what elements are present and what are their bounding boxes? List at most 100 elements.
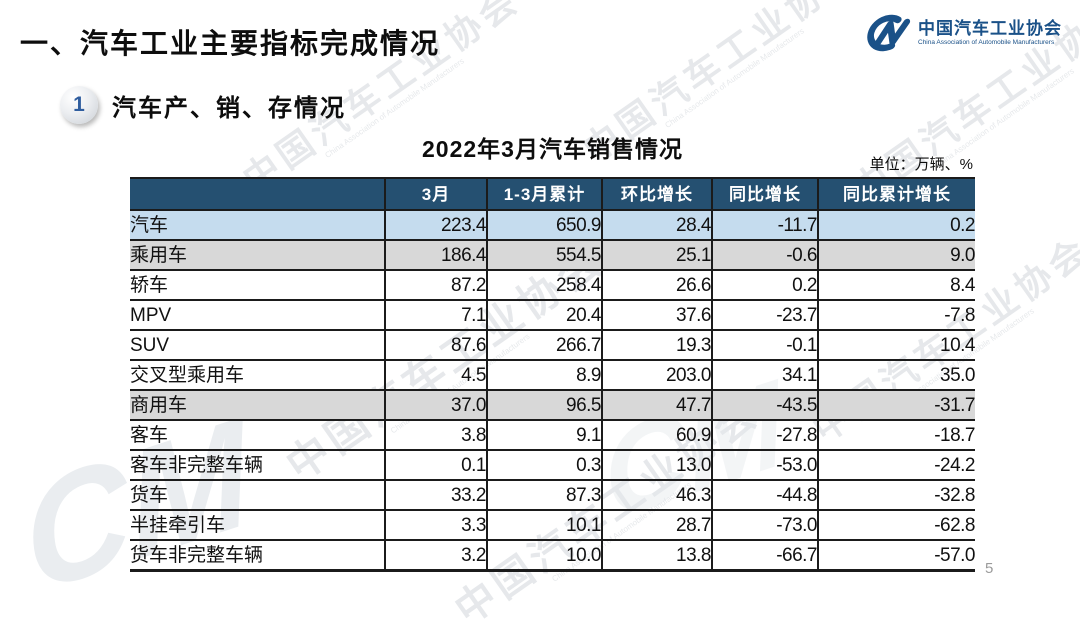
table-header-row: 3月 1-3月累计 环比增长 同比增长 同比累计增长 [130,177,975,211]
cell-value: -18.7 [817,419,975,451]
cell-value: 47.7 [601,389,712,421]
logo-name-en: China Association of Automobile Manufact… [918,39,1055,47]
cell-value: 10.1 [486,509,602,541]
cell-value: 60.9 [601,419,712,451]
cell-value: -44.8 [711,479,818,511]
table-row: 商用车 37.0 96.5 47.7 -43.5 -31.7 [130,389,975,421]
cell-value: 87.3 [486,479,602,511]
table-row: 轿车 87.2 258.4 26.6 0.2 8.4 [130,269,975,301]
cell-value: 0.2 [711,269,818,301]
row-label: 客车 [130,419,385,451]
cell-value: -31.7 [817,389,975,421]
cell-value: -62.8 [817,509,975,541]
row-label: 乘用车 [130,239,385,271]
cell-value: -53.0 [711,449,818,481]
cell-value: 20.4 [486,299,602,331]
cell-value: -0.1 [711,329,818,361]
caam-logo-text: 中国汽车工业协会 China Association of Automobile… [918,19,1062,46]
column-header: 同比累计增长 [817,177,975,211]
cell-value: 0.1 [384,449,487,481]
cell-value: -66.7 [711,539,818,572]
row-label: 轿车 [130,269,385,301]
row-label: 半挂牵引车 [130,509,385,541]
row-label: 客车非完整车辆 [130,449,385,481]
caam-logo-icon [867,14,911,52]
cell-value: -7.8 [817,299,975,331]
cell-value: 9.0 [817,239,975,271]
cell-value: 33.2 [384,479,487,511]
cell-value: 3.3 [384,509,487,541]
cell-value: -0.6 [711,239,818,271]
column-header [130,177,385,211]
table-row: 汽车 223.4 650.9 28.4 -11.7 0.2 [130,209,975,241]
cell-value: -11.7 [711,209,818,241]
table-row: 客车 3.8 9.1 60.9 -27.8 -18.7 [130,419,975,451]
cell-value: 13.8 [601,539,712,572]
column-header: 3月 [384,177,487,211]
cell-value: 28.4 [601,209,712,241]
cell-value: -73.0 [711,509,818,541]
table-title: 2022年3月汽车销售情况 [422,136,683,162]
cell-value: 87.2 [384,269,487,301]
sales-table: 3月 1-3月累计 环比增长 同比增长 同比累计增长 汽车 223.4 650.… [130,177,975,572]
row-label: 货车 [130,479,385,511]
logo-name-cn: 中国汽车工业协会 [918,19,1062,39]
cell-value: 37.6 [601,299,712,331]
cell-value: 35.0 [817,359,975,391]
cell-value: 186.4 [384,239,487,271]
cell-value: -23.7 [711,299,818,331]
cell-value: 19.3 [601,329,712,361]
cell-value: 203.0 [601,359,712,391]
cell-value: 8.4 [817,269,975,301]
cell-value: 10.0 [486,539,602,572]
table-row: MPV 7.1 20.4 37.6 -23.7 -7.8 [130,299,975,331]
cell-value: 26.6 [601,269,712,301]
cell-value: 7.1 [384,299,487,331]
table-row: 乘用车 186.4 554.5 25.1 -0.6 9.0 [130,239,975,271]
cell-value: 4.5 [384,359,487,391]
table-row: 半挂牵引车 3.3 10.1 28.7 -73.0 -62.8 [130,509,975,541]
cell-value: 34.1 [711,359,818,391]
cell-value: 25.1 [601,239,712,271]
cell-value: -32.8 [817,479,975,511]
cell-value: 37.0 [384,389,487,421]
cell-value: 0.2 [817,209,975,241]
cell-value: 3.2 [384,539,487,572]
cell-value: 46.3 [601,479,712,511]
section-number-badge: 1 [60,86,98,124]
page-title: 一、汽车工业主要指标完成情况 [20,28,441,59]
row-label: 货车非完整车辆 [130,539,385,572]
cell-value: 9.1 [486,419,602,451]
section-heading: 1 汽车产、销、存情况 [60,86,346,124]
cell-value: 554.5 [486,239,602,271]
cell-value: 223.4 [384,209,487,241]
cell-value: -24.2 [817,449,975,481]
row-label: 交叉型乘用车 [130,359,385,391]
cell-value: 13.0 [601,449,712,481]
cell-value: -57.0 [817,539,975,572]
cell-value: 650.9 [486,209,602,241]
cell-value: 10.4 [817,329,975,361]
table-row: 客车非完整车辆 0.1 0.3 13.0 -53.0 -24.2 [130,449,975,481]
table-row: SUV 87.6 266.7 19.3 -0.1 10.4 [130,329,975,361]
cell-value: 28.7 [601,509,712,541]
cell-value: 0.3 [486,449,602,481]
row-label: 汽车 [130,209,385,241]
table-row: 交叉型乘用车 4.5 8.9 203.0 34.1 35.0 [130,359,975,391]
table-row: 货车 33.2 87.3 46.3 -44.8 -32.8 [130,479,975,511]
caam-logo: 中国汽车工业协会 China Association of Automobile… [860,13,1062,53]
page-number: 5 [985,560,994,577]
cell-value: 266.7 [486,329,602,361]
cell-value: -43.5 [711,389,818,421]
column-header: 1-3月累计 [486,177,602,211]
cell-value: 96.5 [486,389,602,421]
cell-value: -27.8 [711,419,818,451]
row-label: MPV [130,299,385,331]
row-label: 商用车 [130,389,385,421]
unit-note: 单位：万辆、% [869,156,973,173]
row-label: SUV [130,329,385,361]
column-header: 环比增长 [601,177,712,211]
cell-value: 258.4 [486,269,602,301]
cell-value: 3.8 [384,419,487,451]
cell-value: 8.9 [486,359,602,391]
